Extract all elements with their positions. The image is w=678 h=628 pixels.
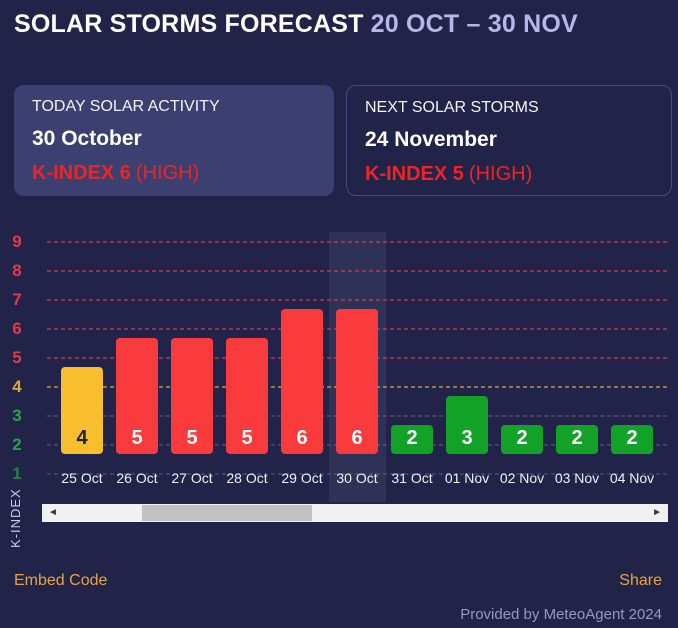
gridline-9 <box>47 241 668 243</box>
x-tick-label-04-nov: 04 Nov <box>609 470 655 486</box>
today-card-kindex: K-INDEX 6 (HIGH) <box>32 162 316 185</box>
bar-value-label: 5 <box>131 427 143 449</box>
x-tick-label-02-nov: 02 Nov <box>499 470 545 486</box>
x-tick-label-03-nov: 03 Nov <box>554 470 600 486</box>
bar-value-label: 3 <box>461 427 473 449</box>
next-kindex-value: K-INDEX 5 <box>365 163 464 185</box>
bar-value-label: 4 <box>76 427 88 449</box>
embed-code-link[interactable]: Embed Code <box>14 572 108 589</box>
y-tick-label-1: 1 <box>12 464 22 483</box>
bar-value-label: 6 <box>351 427 363 449</box>
bar-value-label: 2 <box>406 427 418 449</box>
gridline-8 <box>47 270 668 272</box>
today-card-date: 30 October <box>32 127 142 150</box>
x-tick-label-26-oct: 26 Oct <box>116 470 158 486</box>
x-tick-label-30-oct: 30 Oct <box>336 470 378 486</box>
scroll-left-icon[interactable]: ◄ <box>48 507 58 518</box>
chart-scrollbar[interactable]: ◄ ► <box>42 504 668 522</box>
bar-value-label: 5 <box>241 427 253 449</box>
scrollbar-thumb[interactable] <box>142 505 312 521</box>
gridline-1 <box>47 473 668 475</box>
y-tick-label-8: 8 <box>12 261 22 280</box>
x-tick-label-31-oct: 31 Oct <box>391 470 433 486</box>
scroll-right-icon[interactable]: ► <box>652 507 662 518</box>
y-tick-label-2: 2 <box>12 435 22 454</box>
bar-25-oct[interactable]: 4 <box>61 367 103 454</box>
x-tick-label-01-nov: 01 Nov <box>444 470 490 486</box>
y-tick-label-6: 6 <box>12 319 22 338</box>
y-tick-label-5: 5 <box>12 348 22 367</box>
today-solar-activity-card: TODAY SOLAR ACTIVITY 30 October K-INDEX … <box>14 85 334 196</box>
gridline-7 <box>47 299 668 301</box>
bar-01-nov[interactable]: 3 <box>446 396 488 454</box>
bar-value-label: 2 <box>516 427 528 449</box>
bar-03-nov[interactable]: 2 <box>556 425 598 454</box>
page-title: SOLAR STORMS FORECAST 20 OCT – 30 NOV <box>14 10 578 39</box>
bar-30-oct[interactable]: 6 <box>336 309 378 454</box>
share-link[interactable]: Share <box>619 572 662 589</box>
credit-text: Provided by MeteoAgent 2024 <box>460 606 662 623</box>
x-tick-label-25-oct: 25 Oct <box>61 470 103 486</box>
next-card-date: 24 November <box>365 128 497 151</box>
x-tick-label-27-oct: 27 Oct <box>171 470 213 486</box>
x-tick-label-29-oct: 29 Oct <box>281 470 323 486</box>
y-tick-label-9: 9 <box>12 232 22 251</box>
today-card-label: TODAY SOLAR ACTIVITY <box>32 98 220 115</box>
y-tick-label-4: 4 <box>12 377 22 396</box>
bar-31-oct[interactable]: 2 <box>391 425 433 454</box>
x-tick-label-28-oct: 28 Oct <box>226 470 268 486</box>
y-tick-label-3: 3 <box>12 406 22 425</box>
bar-value-label: 6 <box>296 427 308 449</box>
bar-28-oct[interactable]: 5 <box>226 338 268 454</box>
next-kindex-severity: (HIGH) <box>468 163 533 185</box>
bar-29-oct[interactable]: 6 <box>281 309 323 454</box>
y-tick-label-7: 7 <box>12 290 22 309</box>
bar-value-label: 5 <box>186 427 198 449</box>
today-kindex-value: K-INDEX 6 <box>32 162 131 184</box>
date-range: 20 OCT – 30 NOV <box>370 10 578 38</box>
y-axis-title: K-INDEX <box>8 488 23 548</box>
bar-04-nov[interactable]: 2 <box>611 425 653 454</box>
bar-27-oct[interactable]: 5 <box>171 338 213 454</box>
bar-02-nov[interactable]: 2 <box>501 425 543 454</box>
next-card-label: NEXT SOLAR STORMS <box>365 99 539 116</box>
page-title-text: SOLAR STORMS FORECAST <box>14 10 364 38</box>
next-solar-storms-card: NEXT SOLAR STORMS 24 November K-INDEX 5(… <box>346 85 672 196</box>
bar-value-label: 2 <box>571 427 583 449</box>
bar-26-oct[interactable]: 5 <box>116 338 158 454</box>
bar-value-label: 2 <box>626 427 638 449</box>
today-kindex-severity: (HIGH) <box>135 162 200 184</box>
next-card-kindex: K-INDEX 5 (HIGH) <box>365 163 653 186</box>
